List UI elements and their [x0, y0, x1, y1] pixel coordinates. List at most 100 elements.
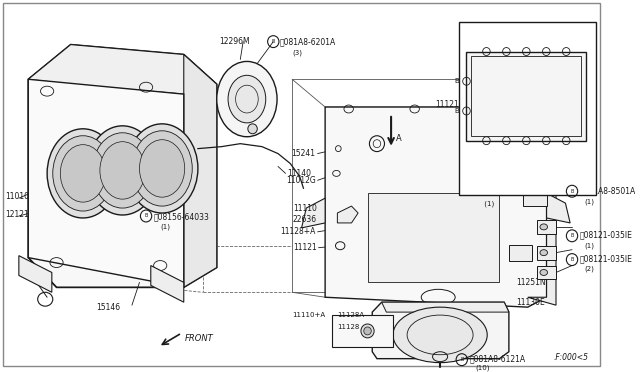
Text: VIEW 'A': VIEW 'A' [470, 35, 512, 44]
Ellipse shape [132, 131, 192, 206]
Polygon shape [19, 256, 52, 292]
Text: Ⓑ08121-035lE: Ⓑ08121-035lE [580, 231, 632, 240]
Text: (10): (10) [475, 365, 490, 371]
Text: 11012G: 11012G [286, 176, 316, 185]
Ellipse shape [100, 142, 145, 199]
Bar [459, 22, 596, 195]
Polygon shape [372, 302, 509, 359]
Bar [467, 51, 586, 141]
Text: B: B [460, 357, 463, 362]
Text: 11121+A: 11121+A [504, 112, 540, 121]
Text: 11130E: 11130E [516, 298, 545, 307]
Text: A ...... Ⓑ081A8-8251A: A ...... Ⓑ081A8-8251A [463, 151, 538, 157]
Text: C: C [564, 145, 568, 152]
Text: 11110+A: 11110+A [292, 312, 325, 318]
Polygon shape [381, 302, 509, 312]
Text: (1): (1) [584, 198, 595, 205]
Ellipse shape [540, 269, 548, 275]
Ellipse shape [217, 61, 277, 137]
Text: 11251N: 11251N [516, 278, 546, 287]
Ellipse shape [393, 307, 487, 363]
Text: Ⓑ081A8-6201A: Ⓑ081A8-6201A [280, 38, 336, 46]
Text: B: B [570, 189, 573, 194]
Text: 15146: 15146 [96, 303, 120, 312]
Text: (1): (1) [584, 243, 595, 249]
Polygon shape [184, 54, 217, 287]
Text: (1): (1) [160, 224, 170, 230]
Text: 11110: 11110 [292, 203, 317, 212]
Text: 12121: 12121 [4, 209, 28, 218]
Ellipse shape [540, 250, 548, 256]
Text: A: A [484, 41, 489, 46]
Bar [523, 190, 547, 206]
Text: A: A [524, 145, 529, 152]
Bar [367, 193, 499, 282]
Bar [537, 220, 556, 234]
Bar [471, 57, 582, 136]
Text: (1): (1) [463, 200, 494, 206]
Ellipse shape [52, 136, 113, 211]
Text: 11128+A: 11128+A [280, 227, 316, 236]
Text: B: B [454, 108, 460, 114]
Ellipse shape [86, 126, 158, 215]
Ellipse shape [47, 129, 119, 218]
Text: FRONT: FRONT [185, 334, 214, 343]
Ellipse shape [228, 75, 266, 123]
Text: B: B [454, 78, 460, 84]
Text: 11010: 11010 [4, 192, 29, 201]
Polygon shape [28, 45, 217, 94]
Text: 11121Z: 11121Z [435, 100, 465, 109]
Text: 12296M: 12296M [220, 37, 250, 46]
Text: B: B [271, 39, 275, 44]
Text: (3): (3) [292, 49, 302, 56]
Text: .F:000<5: .F:000<5 [554, 353, 589, 362]
Ellipse shape [540, 224, 548, 230]
Polygon shape [28, 45, 217, 287]
Text: Ⓑ08156-64033: Ⓑ08156-64033 [154, 212, 209, 221]
Text: A: A [544, 145, 548, 152]
Text: B: B [145, 214, 148, 218]
Text: 11140: 11140 [287, 169, 312, 178]
Text: B: B [484, 145, 489, 152]
Polygon shape [547, 193, 570, 223]
Polygon shape [28, 79, 184, 287]
Text: A: A [524, 41, 529, 46]
Text: B: B [570, 233, 573, 238]
Bar [509, 245, 532, 260]
Polygon shape [325, 107, 547, 307]
Text: (5): (5) [463, 164, 494, 171]
Bar [292, 79, 537, 292]
Text: B: B [564, 41, 568, 46]
Ellipse shape [364, 327, 371, 335]
Text: B: B [504, 41, 509, 46]
Ellipse shape [361, 324, 374, 338]
Text: 11121: 11121 [293, 243, 317, 252]
Polygon shape [151, 266, 184, 302]
Polygon shape [337, 206, 358, 223]
Bar [332, 315, 393, 347]
Bar [537, 246, 556, 260]
Text: Ⓑ081A8-6121A: Ⓑ081A8-6121A [469, 355, 525, 364]
Text: 22636: 22636 [292, 215, 317, 224]
Text: 11128A: 11128A [337, 312, 365, 318]
Text: Ⓑ08121-035lE: Ⓑ08121-035lE [580, 255, 632, 264]
Ellipse shape [92, 133, 153, 208]
Text: B: B [570, 257, 573, 262]
Polygon shape [301, 198, 325, 228]
Text: B ...... 11110F: B ...... 11110F [463, 176, 513, 182]
Bar [537, 266, 556, 279]
Polygon shape [528, 107, 556, 305]
Ellipse shape [126, 124, 198, 213]
Text: 11128: 11128 [337, 324, 360, 330]
Text: A: A [396, 134, 401, 143]
Text: 15241: 15241 [292, 149, 316, 158]
Ellipse shape [248, 124, 257, 134]
Ellipse shape [60, 145, 106, 202]
Ellipse shape [140, 140, 185, 197]
Text: (2): (2) [584, 266, 594, 272]
Text: C ...... Ⓑ081A8-8501A: C ...... Ⓑ081A8-8501A [463, 188, 538, 195]
Text: A: A [544, 41, 548, 46]
Text: B: B [504, 145, 509, 152]
Text: Ⓑ081A8-8501A: Ⓑ081A8-8501A [580, 186, 636, 195]
Bar [504, 146, 528, 161]
